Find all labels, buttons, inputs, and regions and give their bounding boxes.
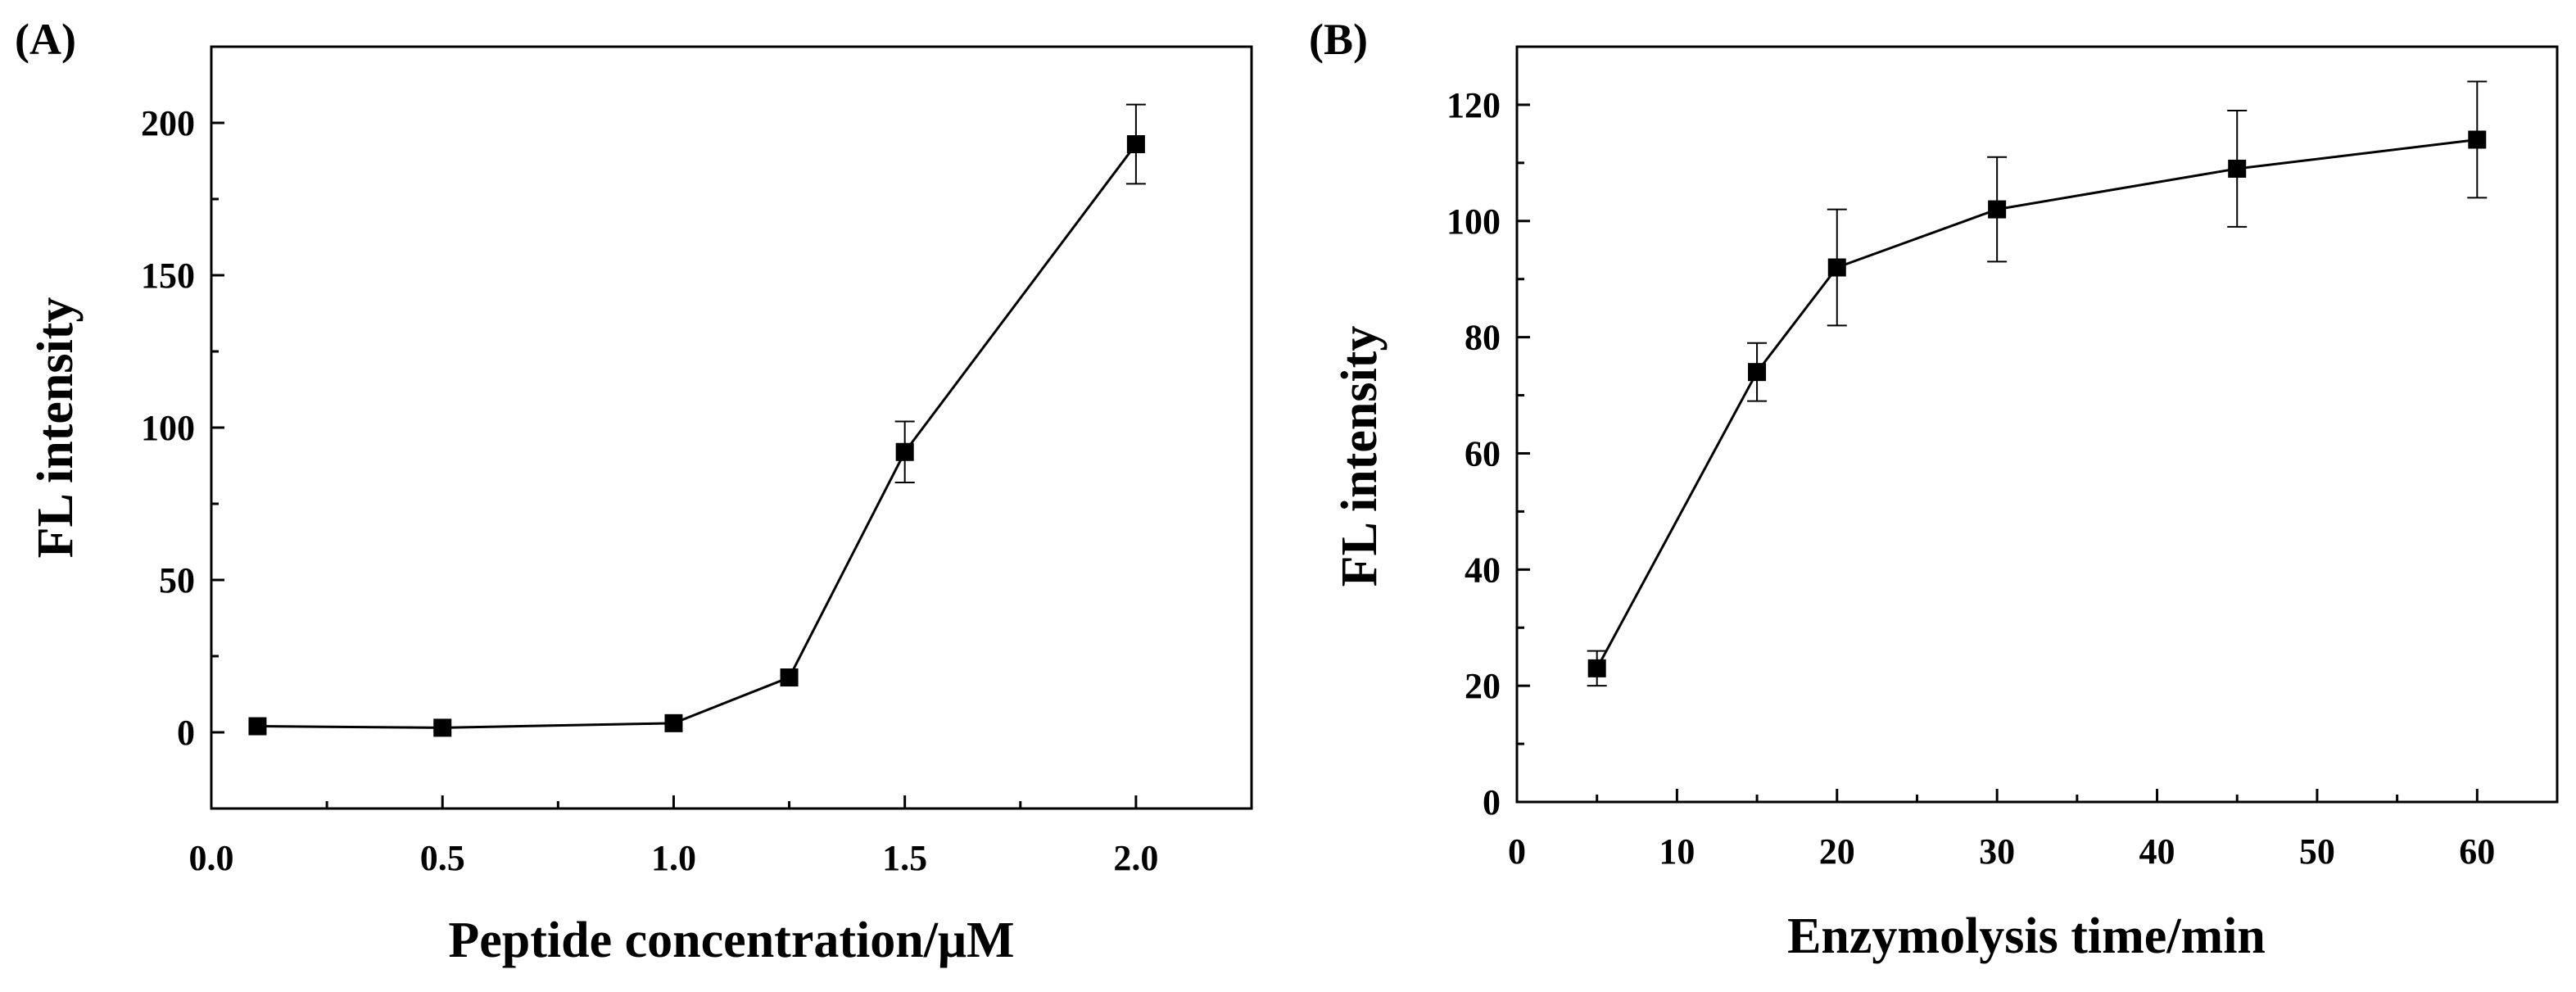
x-tick-label: 1.5 bbox=[882, 838, 927, 878]
y-tick-label: 200 bbox=[141, 103, 195, 143]
data-point bbox=[1587, 659, 1606, 677]
panel-a: 0.0 0.5 1.0 1.5 2.0 0 50 100 150 200 (A) Peptide co… bbox=[15, 15, 1253, 968]
data-point bbox=[433, 718, 452, 737]
data-point bbox=[2228, 159, 2247, 178]
data-point bbox=[780, 668, 799, 687]
plot-frame bbox=[210, 45, 1253, 810]
y-tick-label: 40 bbox=[1465, 550, 1501, 590]
x-tick-label: 1.0 bbox=[651, 838, 696, 878]
y-tick-label: 50 bbox=[159, 560, 195, 600]
x-tick-label: 40 bbox=[2139, 831, 2175, 872]
x-tick-label: 0.0 bbox=[189, 838, 234, 878]
x-tick-label: 0 bbox=[1508, 831, 1526, 872]
x-tick-label: 2.0 bbox=[1113, 838, 1158, 878]
y-axis-title: FL intensity bbox=[28, 297, 84, 559]
panel-b: 0 10 20 30 40 50 60 0 20 40 60 80 100 120 (B) Enzymolys… bbox=[1309, 15, 2559, 964]
plot-frame bbox=[1515, 45, 2559, 804]
x-tick-label: 50 bbox=[2299, 831, 2335, 872]
y-tick-label: 120 bbox=[1446, 85, 1501, 125]
x-tick-label: 0.5 bbox=[420, 838, 465, 878]
data-point bbox=[248, 717, 267, 736]
data-point bbox=[1827, 258, 1846, 277]
x-tick-label: 30 bbox=[1979, 831, 2015, 872]
x-axis-title: Enzymolysis time/min bbox=[1787, 908, 2266, 964]
y-tick-label: 60 bbox=[1465, 433, 1501, 473]
data-point bbox=[895, 442, 914, 461]
panel-label: (B) bbox=[1309, 15, 1368, 64]
y-tick-label: 150 bbox=[141, 256, 195, 296]
y-axis-title: FL intensity bbox=[1332, 326, 1388, 587]
x-tick-label: 10 bbox=[1659, 831, 1695, 872]
data-point bbox=[1988, 200, 2007, 219]
y-tick-label: 0 bbox=[1483, 782, 1501, 822]
panel-label: (A) bbox=[15, 15, 76, 64]
y-tick-label: 100 bbox=[1446, 202, 1501, 242]
data-point bbox=[1126, 135, 1145, 154]
data-point bbox=[1748, 363, 1767, 382]
x-tick-label: 60 bbox=[2459, 831, 2495, 872]
data-point bbox=[664, 713, 683, 732]
y-tick-label: 80 bbox=[1465, 318, 1501, 358]
y-tick-label: 0 bbox=[177, 713, 195, 753]
series-line bbox=[1596, 138, 2478, 669]
y-tick-label: 100 bbox=[141, 408, 195, 448]
series-line bbox=[257, 143, 1138, 729]
x-tick-label: 20 bbox=[1819, 831, 1855, 872]
data-point bbox=[2468, 130, 2487, 149]
y-tick-label: 20 bbox=[1465, 666, 1501, 706]
x-axis-title: Peptide concentration/μM bbox=[448, 913, 1014, 968]
